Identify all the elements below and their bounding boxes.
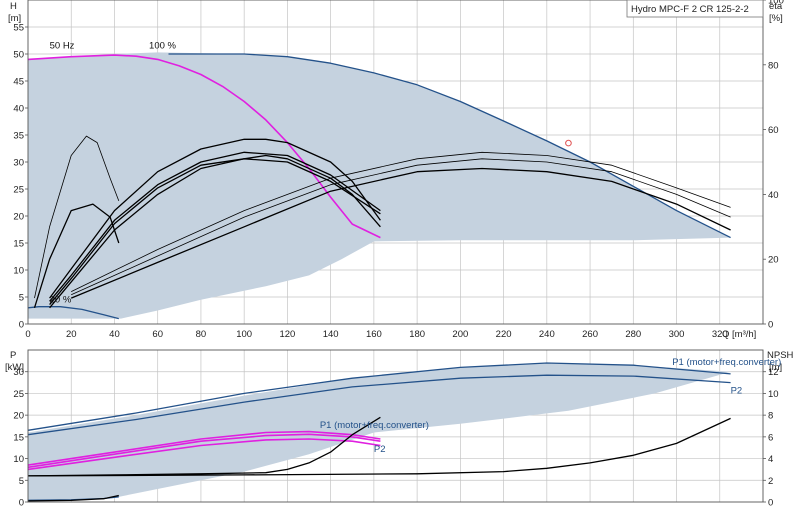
chart-title-box	[626, 0, 764, 18]
left-tick-label: 0	[19, 498, 24, 509]
left-tick-label: 55	[13, 23, 24, 34]
right-tick-label: 10	[768, 389, 779, 400]
x-tick-label: 140	[323, 329, 339, 340]
right-tick-label: 60	[768, 125, 779, 136]
x-tick-label: 160	[366, 329, 382, 340]
x-tick-label: 180	[409, 329, 425, 340]
annotation-100-percent: 100 %	[149, 41, 176, 52]
left-tick-label: 5	[19, 293, 24, 304]
left-tick-label: 30	[13, 158, 24, 169]
right-tick-label: 100	[768, 0, 784, 7]
left-tick-label: 20	[13, 411, 24, 422]
x-tick-label: 300	[669, 329, 685, 340]
x-tick-label: 260	[582, 329, 598, 340]
left-tick-label: 10	[13, 266, 24, 277]
legend-p1-single: P1 (motor+freq.converter)	[320, 420, 429, 431]
operating-range-area	[28, 52, 731, 319]
curve-eta-single-upper	[49, 151, 381, 302]
x-tick-label: 60	[152, 329, 163, 340]
x-tick-label: 0	[25, 329, 30, 340]
operating-point-marker	[565, 139, 572, 147]
x-tick-label: 200	[452, 329, 468, 340]
x-tick-label: 100	[236, 329, 252, 340]
x-tick-label: 20	[66, 329, 77, 340]
head-envelope-area	[28, 52, 731, 319]
x-tick-label: 320	[712, 329, 728, 340]
curve-eta-parallel-a	[71, 151, 731, 292]
curve-eta-small-a	[34, 135, 120, 299]
x-tick-label: 280	[625, 329, 641, 340]
curve-eta-parallel-c	[70, 167, 731, 299]
left-tick-label: 45	[13, 77, 24, 88]
curve-npsh-parallel	[27, 417, 731, 477]
right-tick-label: 80	[768, 60, 779, 71]
left-tick-label: 0	[19, 320, 24, 331]
npsh-axis-unit: [m]	[769, 362, 782, 373]
left-tick-label: 50	[13, 50, 24, 61]
left-tick-label: 20	[13, 212, 24, 223]
curve-p2-parallel	[27, 374, 731, 436]
curve-eta-small-b	[33, 203, 120, 308]
left-tick-label: 35	[13, 131, 24, 142]
legend-p2-single: P2	[374, 444, 386, 455]
annotation-50hz: 50 Hz	[50, 41, 75, 52]
power-envelope-area	[28, 363, 731, 501]
curve-eta-single-lower	[49, 158, 381, 306]
curve-eta-parallel-b	[71, 158, 731, 296]
power-plot-frame	[27, 349, 764, 503]
curve-p1-single-b	[27, 433, 381, 469]
right-tick-label: 40	[768, 190, 779, 201]
left-tick-label: 5	[19, 476, 24, 487]
curve-p1-parallel	[27, 362, 731, 431]
eta-axis-unit: [%]	[769, 13, 783, 24]
curve-npsh-min	[27, 494, 119, 502]
flow-axis-label: Q [m³/h]	[722, 329, 756, 340]
left-tick-label: 25	[13, 389, 24, 400]
right-tick-label: 20	[768, 255, 779, 266]
curve-npsh-single	[27, 416, 381, 477]
right-tick-label: 4	[768, 454, 773, 465]
head-curves	[27, 53, 731, 320]
curve-head-max	[168, 53, 731, 239]
head-axis-label: H	[10, 1, 17, 12]
left-tick-label: 10	[13, 454, 24, 465]
left-tick-label: 15	[13, 432, 24, 443]
x-tick-label: 240	[539, 329, 555, 340]
operating-range-area	[28, 363, 731, 501]
curve-head-min-20	[27, 306, 119, 320]
eta-axis-label: eta	[769, 1, 783, 12]
x-tick-label: 40	[109, 329, 120, 340]
right-tick-label: 0	[768, 498, 773, 509]
left-tick-label: 15	[13, 239, 24, 250]
left-tick-label: 25	[13, 185, 24, 196]
curve-eta-single-max	[49, 138, 381, 299]
right-tick-label: 6	[768, 432, 773, 443]
power-npsh-plot: 0 5 10 15 20 25 30 0 2 4 6 8 10 12 P [kW] NPSH [m] P1…	[5, 349, 794, 509]
power-curves	[27, 362, 731, 502]
npsh-axis-label: NPSH	[767, 350, 794, 361]
curve-eta-single-min	[49, 154, 381, 309]
power-axis-unit: [kW]	[5, 362, 24, 373]
x-tick-label: 220	[496, 329, 512, 340]
right-tick-label: 2	[768, 476, 773, 487]
legend-p2-parallel: P2	[731, 385, 743, 396]
power-axis-ticks: 0 5 10 15 20 25 30 0 2 4 6 8 10 12	[13, 367, 778, 508]
head-axis-unit: [m]	[8, 13, 21, 24]
left-tick-label: 40	[13, 104, 24, 115]
left-tick-label: 30	[13, 367, 24, 378]
right-tick-label: 8	[768, 411, 773, 422]
x-tick-label: 80	[196, 329, 207, 340]
power-axis-label: P	[10, 350, 16, 361]
legend-p1-parallel: P1 (motor+freq.converter)	[672, 357, 781, 368]
curve-p2-single	[27, 438, 381, 471]
annotation-20-percent: 20 %	[50, 294, 72, 305]
chart-title: Hydro MPC-F 2 CR 125-2-2	[631, 4, 749, 15]
head-efficiency-plot: 0 5 10 15 20 25 30 35 40 45 50 55 0 20 40 60 80 100 0 20 40 6…	[8, 0, 784, 340]
x-tick-label: 120	[279, 329, 295, 340]
right-tick-label: 12	[768, 367, 779, 378]
right-tick-label: 0	[768, 320, 773, 331]
head-axis-ticks: 0 5 10 15 20 25 30 35 40 45 50 55 0 20 40 60 80 100 0 20 40 6…	[13, 0, 784, 340]
